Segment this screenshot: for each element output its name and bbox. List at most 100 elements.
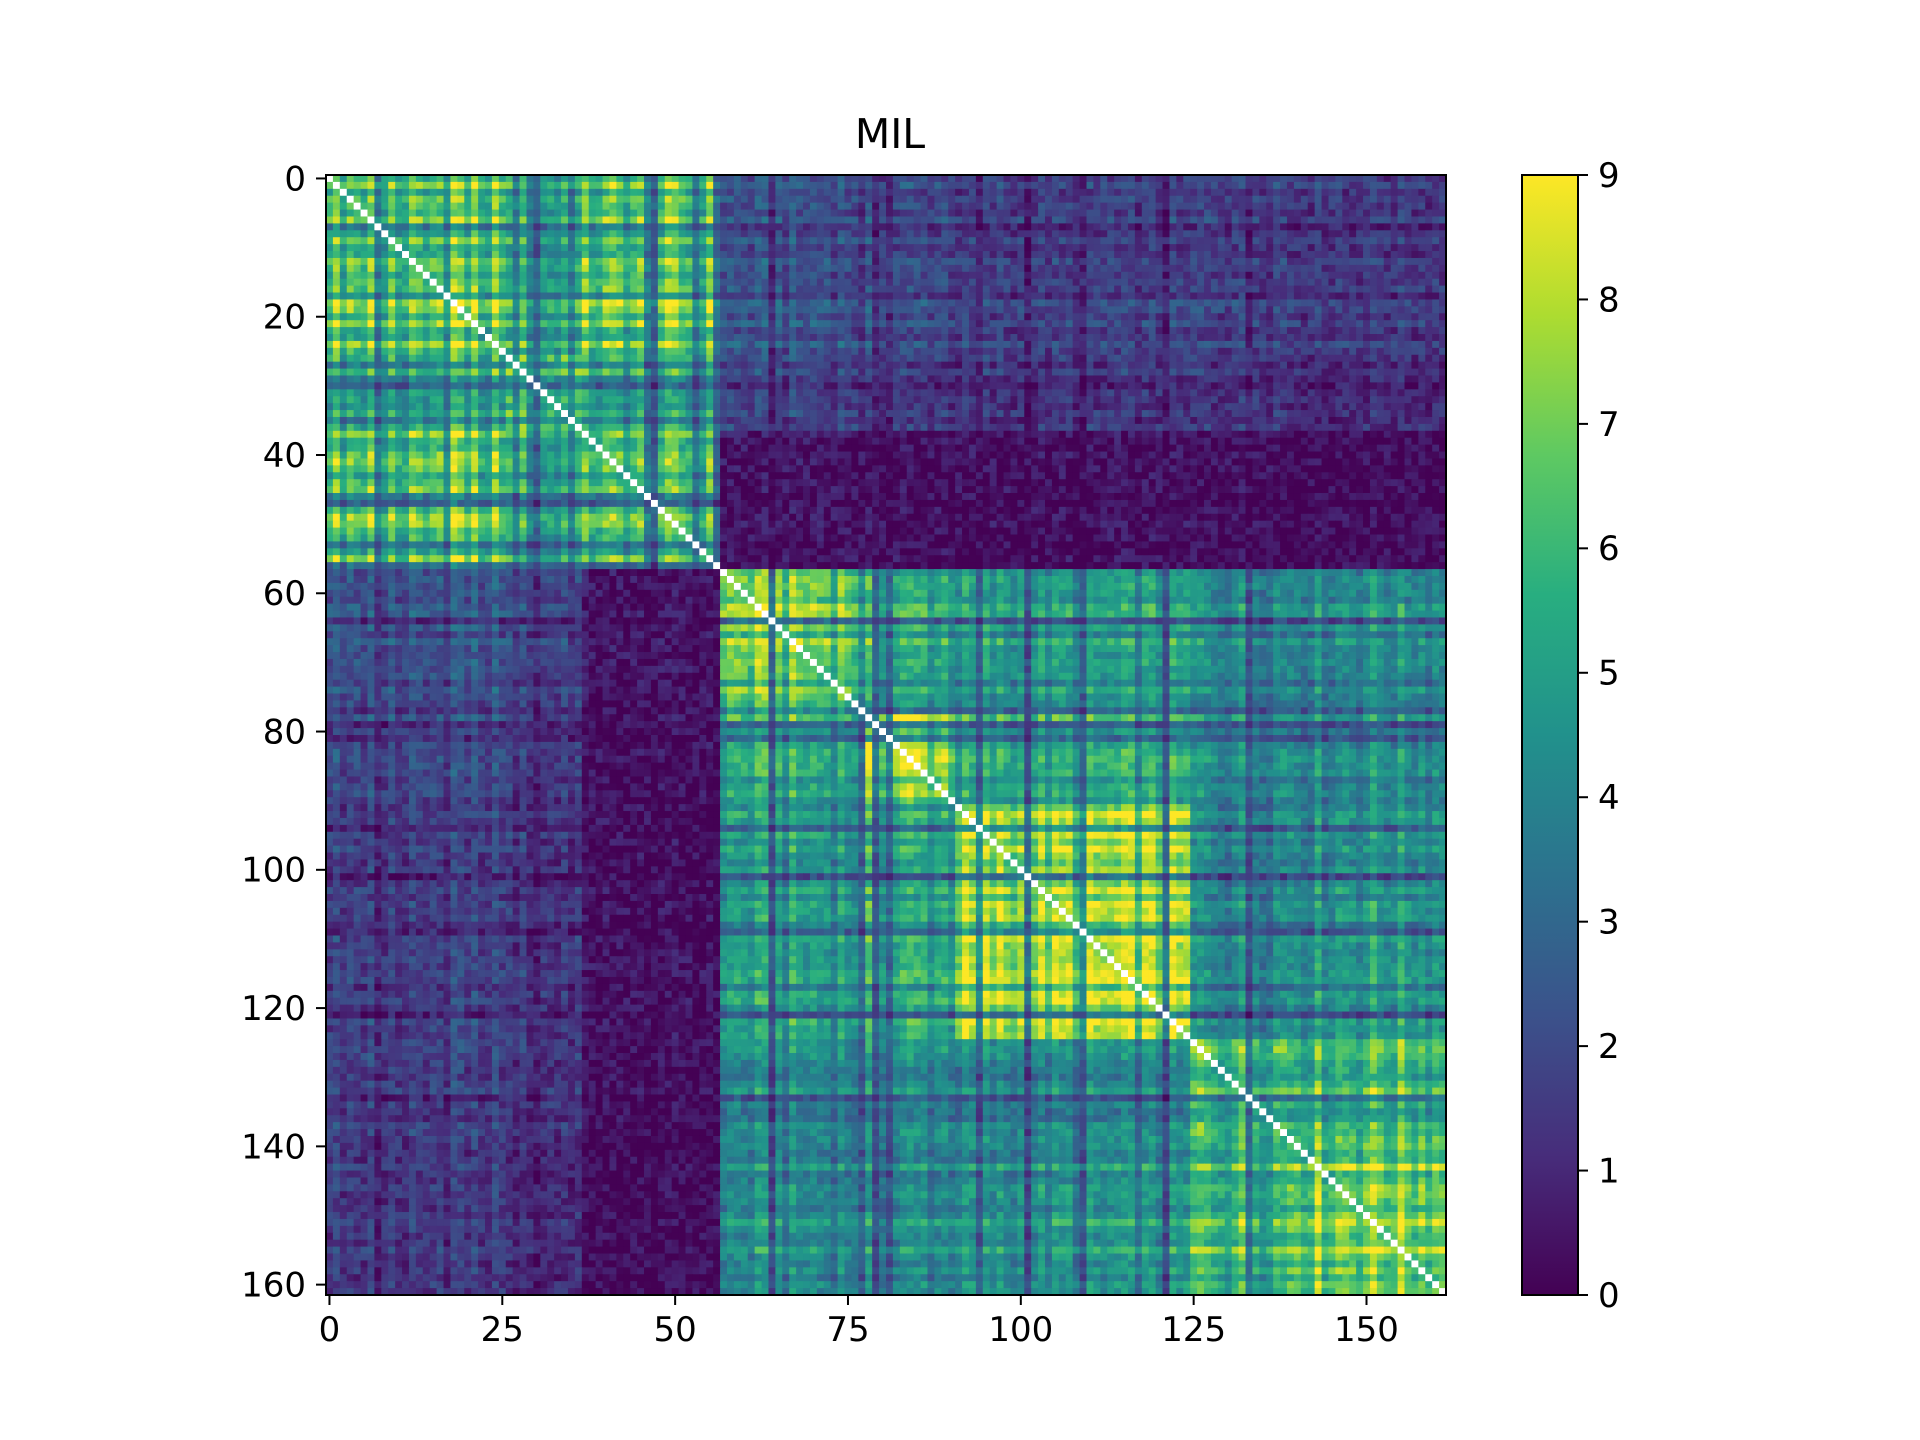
heatmap-cell [1031, 334, 1039, 342]
heatmap-cell [713, 327, 721, 335]
heatmap-cell [1308, 334, 1316, 342]
heatmap-cell [1211, 320, 1219, 328]
heatmap-cell [1197, 299, 1205, 307]
heatmap-cell [1432, 203, 1440, 211]
heatmap-cell [1204, 223, 1212, 231]
heatmap-cell [927, 334, 935, 342]
heatmap-cell [554, 175, 562, 183]
heatmap-cell [589, 279, 597, 287]
heatmap-cell [976, 306, 984, 314]
heatmap-cell [609, 244, 617, 252]
heatmap-cell [1183, 216, 1191, 224]
heatmap-cell [1031, 210, 1039, 218]
heatmap-cell [1384, 216, 1392, 224]
heatmap-cell [450, 237, 458, 245]
heatmap-cell [1135, 182, 1143, 190]
heatmap-cell [1239, 244, 1247, 252]
heatmap-cell [402, 341, 410, 349]
heatmap-cell [1252, 258, 1260, 266]
heatmap-cell [582, 216, 590, 224]
heatmap-cell [340, 237, 348, 245]
heatmap-cell [907, 216, 915, 224]
heatmap-cell [1232, 237, 1240, 245]
heatmap-cell [623, 265, 631, 273]
heatmap-cell [464, 203, 472, 211]
heatmap-cell [526, 189, 534, 197]
heatmap-cell [506, 244, 514, 252]
heatmap-cell [955, 203, 963, 211]
heatmap-cell [326, 279, 334, 287]
heatmap-cell [1128, 293, 1136, 301]
heatmap-cell [1093, 334, 1101, 342]
heatmap-cell [907, 203, 915, 211]
heatmap-cell [409, 175, 417, 183]
heatmap-cell [374, 306, 382, 314]
heatmap-cell [748, 216, 756, 224]
heatmap-cell [630, 265, 638, 273]
heatmap-cell [520, 251, 528, 259]
heatmap-cell [706, 320, 714, 328]
heatmap-cell [381, 334, 389, 342]
heatmap-cell [1418, 210, 1426, 218]
heatmap-cell [367, 258, 375, 266]
heatmap-cell [699, 293, 707, 301]
heatmap-cell [478, 223, 486, 231]
heatmap-cell [1156, 230, 1164, 238]
heatmap-cell [893, 230, 901, 238]
heatmap-cell [409, 237, 417, 245]
heatmap-cell [775, 265, 783, 273]
heatmap-cell [1017, 230, 1025, 238]
heatmap-cell [402, 223, 410, 231]
heatmap-cell [768, 244, 776, 252]
heatmap-cell [464, 258, 472, 266]
heatmap-cell [381, 265, 389, 273]
heatmap-cell [851, 327, 859, 335]
heatmap-cell [699, 216, 707, 224]
heatmap-cell [858, 313, 866, 321]
heatmap-cell [1315, 244, 1323, 252]
heatmap-cell [554, 334, 562, 342]
heatmap-cell [927, 299, 935, 307]
heatmap-cell [741, 279, 749, 287]
heatmap-cell [388, 196, 396, 204]
heatmap-cell [962, 293, 970, 301]
heatmap-cell [755, 210, 763, 218]
heatmap-cell [616, 175, 624, 183]
heatmap-cell [727, 244, 735, 252]
heatmap-cell [672, 306, 680, 314]
heatmap-cell [568, 182, 576, 190]
heatmap-cell [1197, 196, 1205, 204]
heatmap-cell [762, 279, 770, 287]
heatmap-cell [1135, 306, 1143, 314]
heatmap-cell [1273, 272, 1281, 280]
heatmap-cell [1045, 216, 1053, 224]
heatmap-cell [872, 210, 880, 218]
heatmap-cell [361, 279, 369, 287]
heatmap-cell [1225, 230, 1233, 238]
heatmap-cell [582, 286, 590, 294]
heatmap-cell [340, 313, 348, 321]
heatmap-cell [1273, 320, 1281, 328]
heatmap-cell [851, 272, 859, 280]
heatmap-cell [1363, 258, 1371, 266]
heatmap-cell [893, 293, 901, 301]
heatmap-cell [1239, 299, 1247, 307]
heatmap-cell [955, 299, 963, 307]
heatmap-cell [361, 203, 369, 211]
heatmap-cell [1183, 237, 1191, 245]
heatmap-cell [444, 313, 452, 321]
heatmap-cell [941, 223, 949, 231]
heatmap-cell [499, 244, 507, 252]
heatmap-cell [927, 216, 935, 224]
heatmap-cell [623, 175, 631, 183]
heatmap-cell [596, 299, 604, 307]
heatmap-cell [851, 251, 859, 259]
heatmap-cell [395, 223, 403, 231]
heatmap-cell [727, 272, 735, 280]
heatmap-cell [644, 230, 652, 238]
heatmap-cell [755, 251, 763, 259]
heatmap-cell [409, 189, 417, 197]
heatmap-cell [1045, 299, 1053, 307]
heatmap-cell [775, 279, 783, 287]
heatmap-cell [1204, 251, 1212, 259]
